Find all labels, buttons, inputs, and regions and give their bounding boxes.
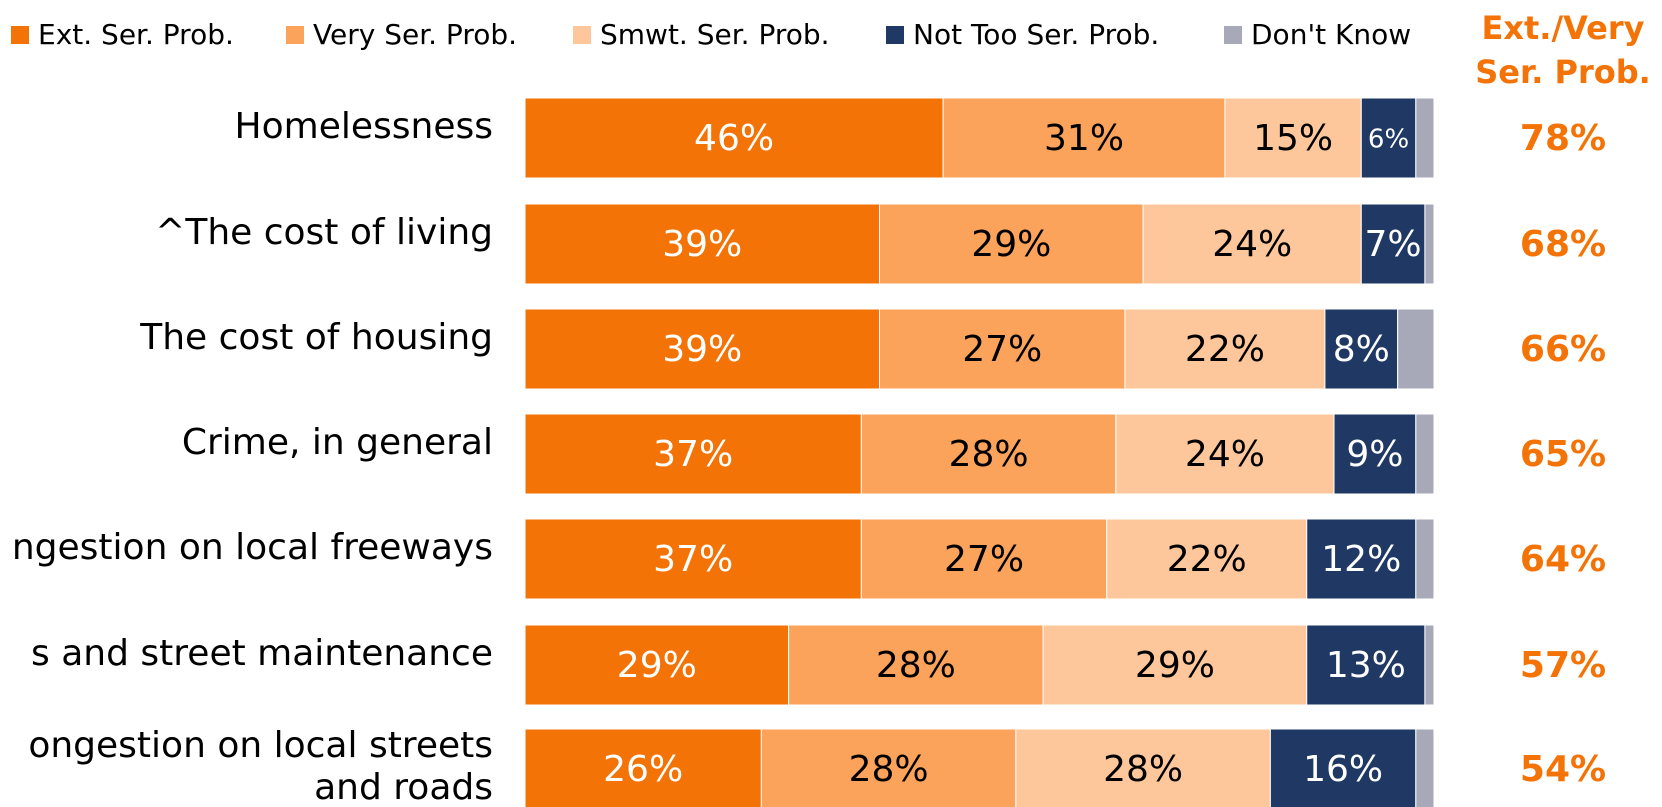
bar-segment	[860, 518, 1108, 600]
category-label: and roads	[314, 767, 493, 807]
category-label: ^The cost of living	[155, 212, 493, 253]
bar-segment	[879, 308, 1126, 390]
bar-segment	[860, 413, 1117, 495]
value-label: 29%	[617, 645, 697, 686]
value-label: 29%	[1135, 645, 1215, 686]
bar-segment	[524, 624, 790, 706]
category-label: The cost of housing	[139, 317, 493, 358]
bar-segment	[1324, 308, 1399, 390]
value-label: 7%	[1365, 224, 1422, 265]
legend-swatch	[286, 26, 304, 44]
value-label: 28%	[1103, 749, 1183, 790]
bar-segment	[524, 308, 881, 390]
legend-label: Don't Know	[1251, 18, 1411, 51]
bar-segment	[1415, 518, 1435, 600]
bar-segment	[1415, 97, 1435, 179]
value-label: 28%	[849, 749, 929, 790]
value-label: 24%	[1212, 224, 1292, 265]
legend-swatch	[573, 26, 591, 44]
total-label: 57%	[1520, 645, 1606, 686]
bar-segment	[942, 97, 1226, 179]
value-label: 29%	[971, 224, 1051, 265]
bar-segment	[1142, 203, 1362, 285]
legend-label: Smwt. Ser. Prob.	[600, 18, 830, 51]
bar-segment	[1397, 308, 1435, 390]
bar-segment	[524, 728, 762, 807]
value-label: 37%	[653, 539, 733, 580]
bar-segment	[1015, 728, 1271, 807]
bar-segment	[1424, 624, 1435, 706]
total-label: 54%	[1520, 749, 1606, 790]
bar-segment	[760, 728, 1017, 807]
value-label: 26%	[603, 749, 683, 790]
value-label: 16%	[1303, 749, 1383, 790]
bar-segment	[524, 97, 944, 179]
value-label: 13%	[1326, 645, 1406, 686]
category-label: Crime, in general	[182, 422, 493, 463]
totals-header: Ext./Very	[1482, 9, 1645, 47]
value-label: 12%	[1321, 539, 1401, 580]
bar-segment	[524, 413, 862, 495]
value-label: 8%	[1333, 329, 1390, 370]
bar-segment	[524, 203, 881, 285]
bar-segment	[1333, 413, 1417, 495]
value-label: 22%	[1185, 329, 1265, 370]
bar-segment	[1106, 518, 1308, 600]
value-label: 39%	[662, 224, 742, 265]
total-label: 68%	[1520, 224, 1606, 265]
value-label: 9%	[1346, 434, 1403, 475]
legend-swatch	[886, 26, 904, 44]
total-label: 66%	[1520, 329, 1606, 370]
bar-segment	[788, 624, 1044, 706]
totals-header: Ser. Prob.	[1475, 53, 1651, 91]
bar-segment	[1424, 203, 1435, 285]
total-label: 65%	[1520, 434, 1606, 475]
legend-label: Ext. Ser. Prob.	[38, 18, 234, 51]
category-label: ongestion on local streets	[28, 725, 493, 766]
bar-segment	[1042, 624, 1308, 706]
bar-segment	[1360, 203, 1426, 285]
total-label: 78%	[1520, 118, 1606, 159]
bar-segment	[1415, 413, 1435, 495]
value-label: 27%	[944, 539, 1024, 580]
bar-segment	[879, 203, 1144, 285]
bar-segment	[1224, 97, 1362, 179]
value-label: 15%	[1253, 118, 1333, 159]
category-label: ngestion on local freeways	[12, 527, 493, 568]
value-label: 22%	[1167, 539, 1247, 580]
bar-segment	[1306, 518, 1417, 600]
bar-segment	[524, 518, 862, 600]
value-label: 6%	[1368, 125, 1409, 155]
bar-segment	[1360, 97, 1417, 179]
legend-swatch	[11, 26, 29, 44]
value-label: 28%	[876, 645, 956, 686]
category-label: Homelessness	[235, 106, 493, 147]
value-label: 46%	[694, 118, 774, 159]
legend-label: Very Ser. Prob.	[313, 18, 517, 51]
bar-segment	[1115, 413, 1335, 495]
value-label: 31%	[1044, 118, 1124, 159]
value-label: 27%	[962, 329, 1042, 370]
value-label: 24%	[1185, 434, 1265, 475]
value-label: 37%	[653, 434, 733, 475]
value-label: 28%	[949, 434, 1029, 475]
category-label: s and street maintenance	[31, 633, 493, 674]
legend-label: Not Too Ser. Prob.	[913, 18, 1159, 51]
total-label: 64%	[1520, 539, 1606, 580]
legend-swatch	[1224, 26, 1242, 44]
bar-segment	[1415, 728, 1435, 807]
value-label: 39%	[662, 329, 742, 370]
